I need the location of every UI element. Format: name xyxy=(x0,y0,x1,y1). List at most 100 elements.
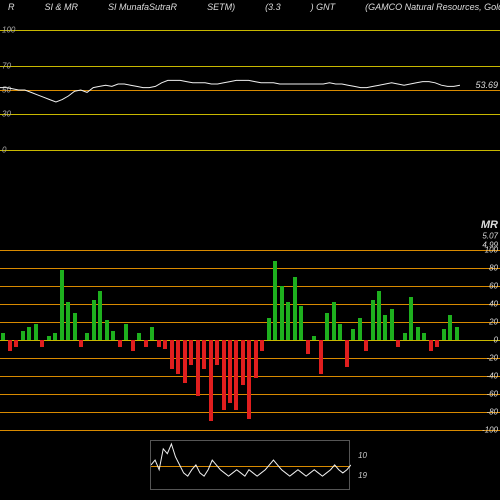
rsi-line-chart xyxy=(0,30,460,150)
bar xyxy=(1,333,5,340)
bar xyxy=(409,297,413,340)
header-item: (3.3 xyxy=(265,2,281,12)
bar xyxy=(176,340,180,374)
axis-label: -40 xyxy=(486,372,498,381)
header-item: SETM) xyxy=(207,2,235,12)
grid-line xyxy=(0,250,500,251)
axis-label: -60 xyxy=(486,390,498,399)
grid-line xyxy=(0,430,500,431)
bar xyxy=(73,313,77,340)
mini-panel: 1019 xyxy=(150,440,350,490)
mini-line-chart xyxy=(151,441,351,491)
bar xyxy=(390,309,394,341)
bar xyxy=(189,340,193,365)
bar xyxy=(92,300,96,341)
bar xyxy=(124,324,128,340)
bar xyxy=(429,340,433,351)
bar xyxy=(319,340,323,374)
header-item: ) GNT xyxy=(311,2,336,12)
bar xyxy=(286,302,290,340)
axis-label: -20 xyxy=(486,354,498,363)
axis-label: 80 xyxy=(489,264,498,273)
bar xyxy=(338,324,342,340)
bar xyxy=(111,331,115,340)
bar xyxy=(47,336,51,341)
bar xyxy=(157,340,161,347)
bar xyxy=(435,340,439,347)
bar xyxy=(280,286,284,340)
axis-label: -100 xyxy=(482,426,498,435)
bar xyxy=(260,340,264,351)
header-item: (GAMCO Natural Resources, Gold & Inc) xyxy=(365,2,500,12)
bar xyxy=(383,315,387,340)
bar xyxy=(312,336,316,341)
bar xyxy=(442,329,446,340)
bar xyxy=(254,340,258,378)
bar xyxy=(422,333,426,340)
grid-line xyxy=(0,150,500,151)
bar xyxy=(170,340,174,369)
bar xyxy=(163,340,167,349)
bar xyxy=(228,340,232,403)
header-row: R SI & MR SI MunafaSutraR SETM) (3.3 ) G… xyxy=(0,0,500,14)
bar xyxy=(364,340,368,351)
bar xyxy=(131,340,135,351)
bar xyxy=(40,340,44,347)
rsi-panel: 030507010053.69 xyxy=(0,30,500,150)
axis-label: 20 xyxy=(489,318,498,327)
bar xyxy=(27,327,31,341)
bar xyxy=(345,340,349,367)
bar xyxy=(53,333,57,340)
bar xyxy=(183,340,187,383)
bar xyxy=(202,340,206,369)
value-label: 5.07 xyxy=(482,232,498,241)
bar xyxy=(66,302,70,340)
axis-label: 100 xyxy=(485,246,498,255)
axis-label: 60 xyxy=(489,282,498,291)
bar xyxy=(306,340,310,354)
bar xyxy=(21,331,25,340)
bar xyxy=(332,302,336,340)
grid-line xyxy=(0,304,500,305)
bar xyxy=(377,291,381,341)
bar xyxy=(98,291,102,341)
bar xyxy=(144,340,148,347)
bar xyxy=(34,324,38,340)
axis-label: -80 xyxy=(486,408,498,417)
bar xyxy=(455,327,459,341)
axis-label: 40 xyxy=(489,300,498,309)
bar xyxy=(209,340,213,421)
bar xyxy=(137,333,141,340)
mr-label: MR xyxy=(481,219,498,231)
grid-line xyxy=(0,268,500,269)
bar xyxy=(222,340,226,410)
bar-panel: -100-80-60-40-20020406080100 xyxy=(0,250,500,430)
bar xyxy=(358,318,362,341)
bar xyxy=(14,340,18,347)
header-item: R xyxy=(8,2,15,12)
bar xyxy=(403,333,407,340)
bar xyxy=(8,340,12,351)
bar xyxy=(325,313,329,340)
bar xyxy=(196,340,200,396)
bar xyxy=(60,270,64,340)
bar xyxy=(371,300,375,341)
bar xyxy=(396,340,400,347)
mini-label: 10 xyxy=(358,451,367,460)
bar xyxy=(215,340,219,365)
bar xyxy=(118,340,122,347)
header-item: SI MunafaSutraR xyxy=(108,2,177,12)
current-value-label: 53.69 xyxy=(475,80,498,90)
bar xyxy=(105,320,109,340)
bar xyxy=(79,340,83,347)
bar xyxy=(85,333,89,340)
mini-label: 19 xyxy=(358,471,367,480)
header-item: SI & MR xyxy=(45,2,79,12)
bar xyxy=(247,340,251,419)
bar xyxy=(448,315,452,340)
axis-label: 0 xyxy=(494,336,498,345)
bar xyxy=(299,306,303,340)
grid-line xyxy=(0,286,500,287)
bar xyxy=(273,261,277,340)
bar xyxy=(416,327,420,341)
